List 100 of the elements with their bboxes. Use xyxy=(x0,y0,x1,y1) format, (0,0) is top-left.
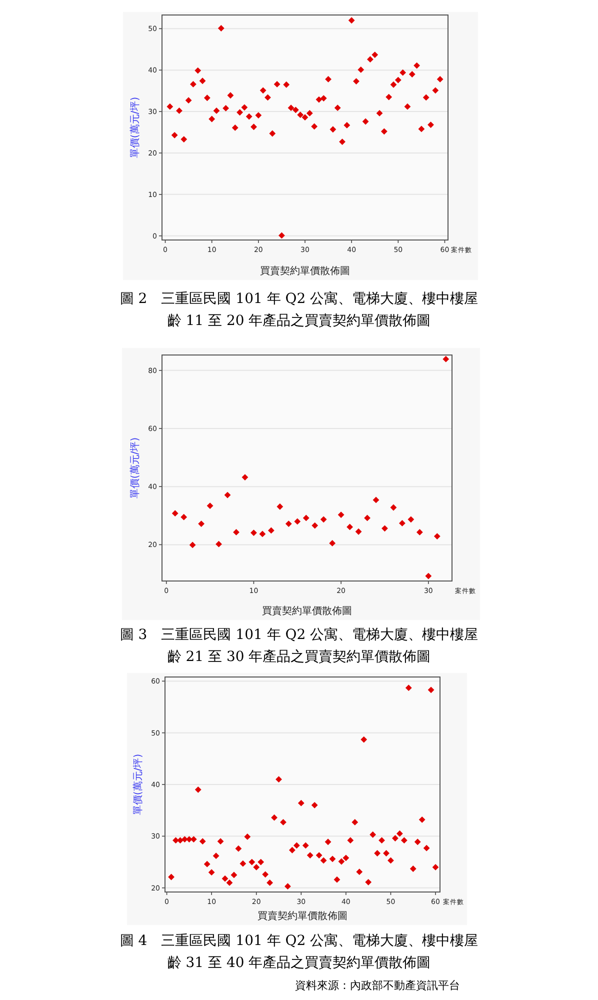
point xyxy=(432,87,439,94)
point xyxy=(190,836,197,842)
point xyxy=(240,860,246,867)
point xyxy=(264,94,271,101)
point xyxy=(320,857,327,864)
point xyxy=(271,814,278,821)
point xyxy=(316,852,322,859)
point xyxy=(414,838,421,846)
point xyxy=(236,109,243,116)
point xyxy=(217,838,224,845)
point xyxy=(367,56,374,63)
point xyxy=(260,87,266,94)
text: 圖 3 三重區民國 101 年 Q2 公寓、電梯大廈、樓中樓屋齡 21 至 30 年產品之買賣契約單價散佈圖 xyxy=(118,626,480,667)
point xyxy=(216,540,222,548)
point xyxy=(396,830,403,837)
point xyxy=(294,518,301,525)
point xyxy=(180,514,188,520)
point xyxy=(329,540,336,546)
point xyxy=(348,17,355,24)
point xyxy=(428,686,434,694)
point xyxy=(172,510,178,517)
source-note: 資料來源：內政部不動產資訊平台 xyxy=(295,978,460,993)
point xyxy=(242,474,248,480)
point xyxy=(386,94,392,100)
point xyxy=(253,864,260,870)
point xyxy=(276,776,282,783)
point xyxy=(297,112,304,118)
point xyxy=(346,524,353,530)
point xyxy=(330,126,336,133)
point xyxy=(274,81,280,88)
point xyxy=(392,835,398,842)
point xyxy=(226,879,233,886)
point xyxy=(180,136,188,143)
point xyxy=(269,130,276,137)
point xyxy=(338,512,344,518)
point xyxy=(360,736,368,743)
point xyxy=(311,802,318,808)
point xyxy=(227,92,234,99)
point xyxy=(283,81,290,88)
point xyxy=(189,542,196,548)
point xyxy=(320,516,327,523)
point xyxy=(312,522,318,529)
point xyxy=(194,786,202,793)
point xyxy=(425,572,432,580)
point xyxy=(306,110,313,116)
point xyxy=(364,514,370,522)
point xyxy=(208,116,216,122)
point xyxy=(342,854,350,862)
point xyxy=(248,858,256,866)
point xyxy=(230,872,238,878)
text: 圖 4 三重區民國 101 年 Q2 公寓、電梯大廈、樓中樓屋齡 31 至 40 年產品之買賣契約單價散佈圖 xyxy=(118,932,480,973)
point xyxy=(339,138,346,145)
point xyxy=(244,834,251,840)
point xyxy=(422,94,430,101)
text: 買賣契約單價散佈圖 xyxy=(258,910,348,922)
point xyxy=(198,520,205,527)
point xyxy=(246,113,252,120)
point xyxy=(218,25,224,32)
point xyxy=(374,850,380,856)
point xyxy=(222,875,228,882)
point xyxy=(276,503,284,510)
point xyxy=(334,104,341,112)
point xyxy=(390,81,397,88)
point xyxy=(329,856,336,862)
point xyxy=(278,232,285,239)
point xyxy=(394,76,402,84)
point xyxy=(404,103,411,110)
point xyxy=(382,525,388,532)
point xyxy=(390,504,397,511)
point xyxy=(365,878,372,886)
point xyxy=(177,837,184,844)
point xyxy=(280,819,286,826)
point xyxy=(311,123,318,130)
point xyxy=(378,837,385,844)
point xyxy=(262,871,269,878)
point xyxy=(320,95,327,102)
point xyxy=(302,514,310,522)
y-axis-title: 單價(萬元/坪) xyxy=(129,437,141,499)
point xyxy=(306,852,314,859)
text: 買賣契約單價散佈圖 xyxy=(262,605,352,617)
point xyxy=(222,105,230,112)
point xyxy=(204,860,210,868)
point xyxy=(266,879,274,886)
point xyxy=(255,112,262,118)
point xyxy=(344,122,350,128)
point xyxy=(212,852,220,860)
point xyxy=(302,842,309,849)
point xyxy=(418,816,426,823)
text: 圖 2 三重區民國 101 年 Q2 公寓、電梯大廈、樓中樓屋齡 11 至 20 年產品之買賣契約單價散佈圖 xyxy=(118,290,480,331)
point xyxy=(355,528,362,535)
point xyxy=(372,52,378,58)
point xyxy=(259,530,266,538)
point xyxy=(400,837,408,844)
point xyxy=(408,71,416,78)
point xyxy=(289,846,296,854)
point xyxy=(268,527,274,534)
point xyxy=(208,869,215,876)
point xyxy=(190,81,196,88)
text: 買賣契約單價散佈圖 xyxy=(260,265,350,277)
point xyxy=(416,529,423,536)
